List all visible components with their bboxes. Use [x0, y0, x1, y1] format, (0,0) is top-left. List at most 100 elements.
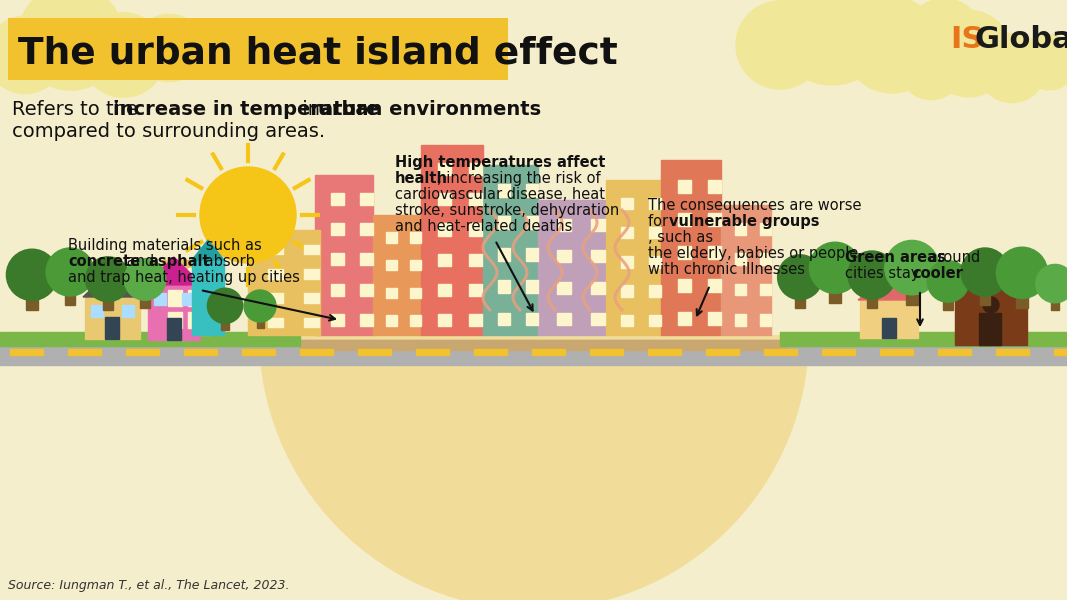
- Bar: [526, 248, 538, 261]
- Circle shape: [997, 247, 1048, 298]
- Bar: [526, 184, 538, 197]
- Bar: [866, 278, 877, 308]
- Bar: [386, 232, 397, 242]
- Text: Refers to the: Refers to the: [12, 100, 144, 119]
- Bar: [996, 349, 1029, 355]
- Text: Green areas: Green areas: [845, 250, 945, 265]
- Bar: [735, 223, 746, 235]
- Text: and: and: [122, 254, 159, 269]
- Circle shape: [961, 248, 1009, 296]
- Bar: [557, 219, 572, 231]
- Bar: [678, 312, 690, 325]
- Circle shape: [244, 290, 276, 322]
- Bar: [360, 253, 372, 265]
- Circle shape: [136, 14, 203, 82]
- Bar: [91, 305, 103, 317]
- Bar: [795, 280, 805, 308]
- FancyBboxPatch shape: [7, 18, 508, 80]
- Bar: [526, 280, 538, 293]
- Polygon shape: [83, 269, 142, 297]
- Bar: [0, 332, 300, 346]
- Bar: [268, 269, 284, 278]
- Bar: [707, 279, 720, 292]
- Bar: [649, 227, 660, 238]
- Bar: [154, 293, 166, 305]
- Circle shape: [778, 255, 823, 299]
- Bar: [1051, 286, 1060, 310]
- Circle shape: [200, 167, 296, 263]
- Bar: [10, 349, 43, 355]
- Bar: [621, 314, 633, 326]
- Bar: [557, 281, 572, 294]
- Bar: [649, 285, 660, 297]
- Bar: [707, 213, 720, 226]
- Bar: [168, 318, 181, 340]
- Bar: [721, 205, 771, 335]
- Wedge shape: [259, 335, 809, 600]
- Bar: [649, 314, 660, 326]
- Text: increase in temperature: increase in temperature: [113, 100, 380, 119]
- Bar: [315, 175, 373, 335]
- Bar: [27, 278, 37, 310]
- Text: Building materials such as: Building materials such as: [68, 238, 261, 253]
- Bar: [168, 290, 182, 306]
- Circle shape: [1021, 35, 1067, 90]
- Circle shape: [810, 242, 861, 293]
- Bar: [68, 349, 101, 355]
- Bar: [410, 316, 420, 326]
- Text: for: for: [648, 214, 673, 229]
- Bar: [126, 349, 159, 355]
- Bar: [498, 217, 510, 229]
- Circle shape: [207, 288, 242, 323]
- Bar: [760, 284, 770, 295]
- Bar: [304, 293, 319, 303]
- Bar: [360, 284, 372, 296]
- Text: , such as: , such as: [648, 230, 713, 245]
- Bar: [304, 269, 319, 278]
- Bar: [906, 271, 918, 305]
- Bar: [85, 297, 140, 339]
- Bar: [621, 227, 633, 238]
- Bar: [557, 250, 572, 262]
- Bar: [360, 314, 372, 326]
- Bar: [360, 193, 372, 205]
- Bar: [331, 253, 344, 265]
- Bar: [591, 219, 605, 231]
- Bar: [707, 180, 720, 193]
- Bar: [557, 313, 572, 325]
- Text: with chronic illnesses: with chronic illnesses: [648, 262, 805, 277]
- Bar: [649, 256, 660, 268]
- Text: The urban heat island effect: The urban heat island effect: [18, 35, 618, 71]
- Bar: [182, 293, 194, 305]
- Bar: [498, 248, 510, 261]
- Bar: [268, 318, 284, 328]
- Bar: [469, 254, 482, 266]
- Bar: [707, 312, 720, 325]
- Bar: [103, 282, 113, 310]
- Bar: [621, 256, 633, 268]
- Circle shape: [81, 13, 165, 97]
- Polygon shape: [192, 240, 224, 260]
- Bar: [439, 314, 451, 326]
- Circle shape: [1036, 265, 1067, 303]
- Bar: [421, 145, 483, 335]
- Bar: [268, 245, 284, 254]
- Bar: [184, 349, 217, 355]
- Bar: [538, 200, 606, 335]
- Bar: [65, 275, 76, 305]
- Bar: [359, 349, 391, 355]
- Circle shape: [124, 259, 165, 300]
- Bar: [242, 349, 275, 355]
- Bar: [648, 349, 681, 355]
- Text: health: health: [395, 171, 448, 186]
- Text: High temperatures affect: High temperatures affect: [395, 155, 605, 170]
- Bar: [148, 285, 200, 340]
- Polygon shape: [146, 257, 202, 285]
- Text: cities stay: cities stay: [845, 266, 924, 281]
- Circle shape: [773, 0, 892, 85]
- Bar: [331, 284, 344, 296]
- Text: , increasing the risk of: , increasing the risk of: [437, 171, 601, 186]
- Bar: [188, 268, 202, 284]
- Bar: [938, 349, 971, 355]
- Bar: [469, 163, 482, 175]
